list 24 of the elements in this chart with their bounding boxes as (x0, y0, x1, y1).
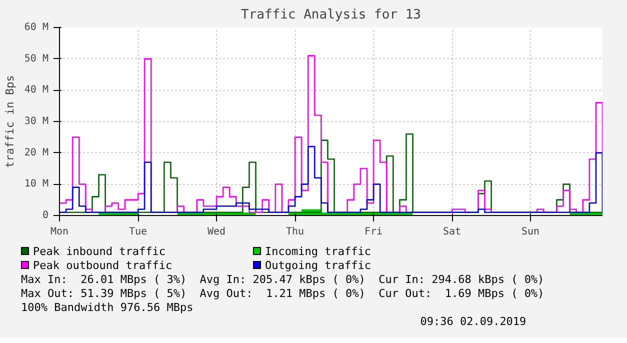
x-tick-label: Mon (50, 226, 69, 238)
y-tick-label: 30 M (24, 116, 49, 127)
legend-label: Outgoing traffic (264, 259, 372, 273)
y-tick-label: 20 M (24, 147, 49, 158)
text: Max In: 26.01 MBps ( 3%) Avg In: 205.47 kBps ( 0%) Cur In: 294.68 kBps ( 0%) (21, 273, 544, 287)
legend-label: Incoming traffic (264, 245, 372, 259)
y-tick-label: 40 M (24, 84, 49, 96)
x-tick-label: Fri (364, 226, 383, 238)
x-tick-label: Sat (443, 226, 462, 238)
text: 09:36 02.09.2019 (419, 315, 528, 329)
x-tick-label: Wed (207, 226, 226, 238)
x-tick-label: Tue (128, 226, 148, 238)
y-tick-label: 10 M (24, 178, 49, 190)
y-tick-label: 0 (42, 210, 49, 221)
chart-title: Traffic Analysis for 13 (240, 8, 422, 22)
legend-label: Peak inbound traffic (32, 245, 166, 259)
legend-label: Peak outbound traffic (32, 259, 174, 273)
y-tick-label: 50 M (24, 53, 49, 64)
x-tick-label: Thu (286, 226, 304, 238)
y-axis-title: traffic in Bps (3, 75, 16, 168)
text: 100% Bandwidth 976.56 MBps (21, 301, 194, 315)
text: Max Out: 51.39 MBps ( 5%) Avg Out: 1.21 MBps ( 0%) Cur Out: 1.69 MBps ( 0%) (21, 287, 544, 301)
x-tick-label: Sun (522, 226, 540, 238)
y-tick-label: 60 M (24, 22, 49, 33)
